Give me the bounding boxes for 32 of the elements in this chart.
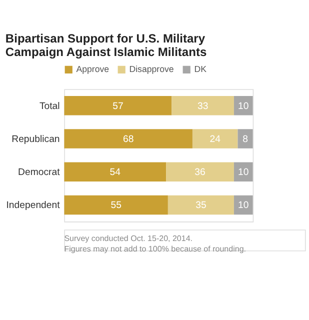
bar [166, 162, 234, 182]
chart-title: Bipartisan Support for U.S. Military Campaign Against Islamic Militants [5, 32, 207, 60]
y-tick-label: Republican [12, 134, 60, 145]
legend-label: Approve [76, 64, 110, 74]
y-tick-label: Democrat [18, 167, 60, 178]
bar [168, 195, 234, 215]
bar [238, 129, 253, 148]
bar [64, 195, 168, 215]
data-label: 10 [238, 100, 249, 112]
legend-label: Disapprove [129, 64, 174, 74]
data-label: 24 [210, 134, 222, 145]
data-label: 33 [197, 100, 208, 112]
legend-label: DK [194, 64, 207, 74]
data-label: 55 [110, 200, 122, 212]
bar [64, 96, 172, 116]
bar [64, 162, 166, 182]
text: Figures may not add to 100% because of rounding. [64, 244, 246, 254]
data-label: 68 [122, 134, 134, 145]
bar [234, 96, 253, 116]
y-tick-label: Total [39, 100, 60, 112]
bar [64, 129, 192, 148]
data-label: 8 [242, 134, 248, 145]
data-label: 10 [238, 200, 249, 212]
bar [172, 96, 234, 116]
bar [192, 129, 238, 148]
y-tick-label: Independent [6, 200, 60, 212]
text: Survey conducted Oct. 15-20, 2014. [64, 234, 193, 244]
data-label: 35 [196, 200, 206, 212]
data-label: 36 [194, 167, 206, 178]
data-label: 54 [110, 167, 122, 178]
data-label: 10 [238, 167, 249, 178]
data-label: 57 [112, 100, 124, 112]
